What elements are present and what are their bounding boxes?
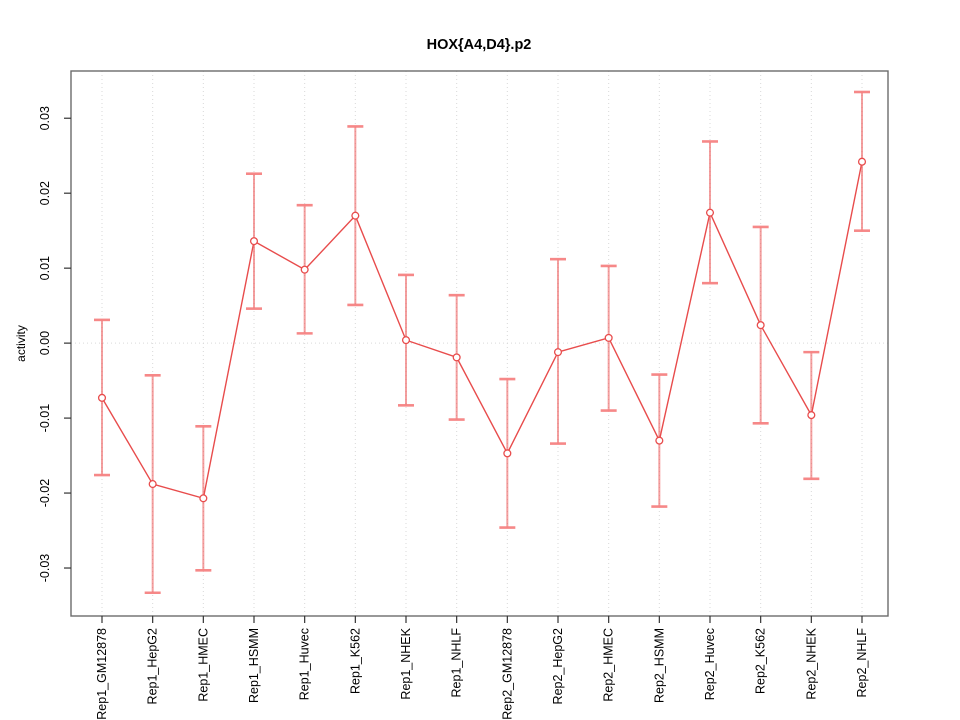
x-tick-label: Rep1_Huvec: [298, 628, 312, 700]
data-point-marker: [756, 321, 765, 330]
data-point-marker: [452, 353, 461, 362]
data-point-marker: [604, 333, 613, 342]
y-axis-label: activity: [14, 325, 28, 362]
x-tick-label: Rep2_GM12878: [500, 628, 514, 720]
data-point-marker: [300, 265, 309, 274]
x-tick-label: Rep2_NHEK: [804, 627, 818, 699]
x-tick-label: Rep1_K562: [348, 628, 362, 694]
y-tick-label: 0.03: [38, 106, 52, 130]
y-tick-label: 0.00: [38, 331, 52, 355]
data-layer: [94, 90, 870, 595]
data-point-marker: [401, 336, 411, 345]
x-tick-label: Rep1_HSMM: [247, 628, 261, 703]
x-tick-label: Rep1_GM12878: [95, 628, 109, 720]
y-tick-label: -0.03: [38, 554, 52, 583]
data-point-marker: [857, 157, 867, 166]
data-point-marker: [148, 480, 157, 489]
x-tick-label: Rep2_HSMM: [652, 628, 666, 703]
x-tick-label: Rep2_NHLF: [855, 628, 869, 698]
grid-layer: [71, 71, 888, 616]
x-tick-label: Rep1_NHEK: [399, 627, 413, 699]
x-tick-label: Rep1_HepG2: [146, 628, 160, 704]
x-tick-label: Rep1_HMEC: [196, 628, 210, 702]
data-point-marker: [503, 449, 512, 458]
x-tick-label: Rep2_K562: [754, 628, 768, 694]
x-tick-label: Rep2_HepG2: [551, 628, 565, 704]
data-point-marker: [249, 237, 259, 246]
x-tick-label: Rep1_NHLF: [450, 628, 464, 698]
x-tick-label: Rep2_Huvec: [703, 628, 717, 700]
data-point-marker: [655, 436, 664, 445]
data-point-marker: [97, 393, 107, 402]
chart-title: HOX{A4,D4}.p2: [427, 37, 532, 53]
x-tick-label: Rep2_HMEC: [602, 628, 616, 702]
y-tick-label: -0.01: [38, 404, 52, 433]
y-tick-label: 0.01: [38, 256, 52, 280]
data-point-marker: [553, 348, 563, 357]
data-point-marker: [807, 411, 816, 420]
data-point-marker: [705, 208, 715, 217]
data-point-marker: [351, 211, 360, 220]
y-tick-label: -0.02: [38, 479, 52, 508]
series-line: [101, 161, 863, 500]
y-tick-label: 0.02: [38, 181, 52, 205]
axis-layer: -0.03 -0.02 -0.01 0.00 0.01 0.02 0.03 Rep1_GM12…: [38, 70, 889, 720]
data-point-marker: [199, 494, 208, 503]
